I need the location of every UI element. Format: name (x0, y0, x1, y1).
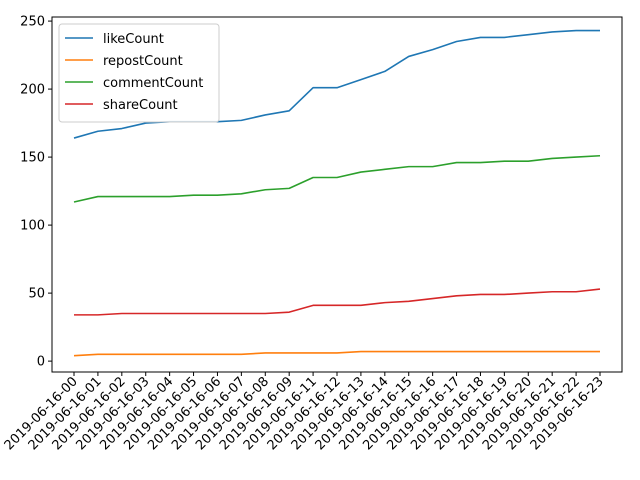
legend-label-shareCount: shareCount (103, 98, 178, 113)
y-tick-label: 50 (28, 287, 45, 302)
y-tick-label: 0 (37, 355, 45, 370)
legend-label-commentCount: commentCount (103, 76, 203, 91)
y-tick-label: 200 (20, 83, 45, 98)
legend: likeCount repostCount commentCount shareCou… (58, 23, 220, 123)
y-axis: 0 50 100 150 200 250 (20, 15, 52, 370)
y-tick-label: 250 (20, 15, 45, 30)
series-line-shareCount (74, 288, 601, 316)
legend-label-repostCount: repostCount (103, 54, 183, 69)
legend-box (58, 23, 220, 123)
legend-label-likeCount: likeCount (103, 32, 164, 47)
series-line-repostCount (73, 350, 600, 357)
series-layer (73, 29, 601, 357)
y-tick-label: 150 (20, 151, 45, 166)
y-tick-label: 100 (20, 219, 45, 234)
series-line-commentCount (73, 154, 601, 203)
x-axis: 2019-06-16-002019-06-16-012019-06-16-022… (2, 372, 607, 453)
